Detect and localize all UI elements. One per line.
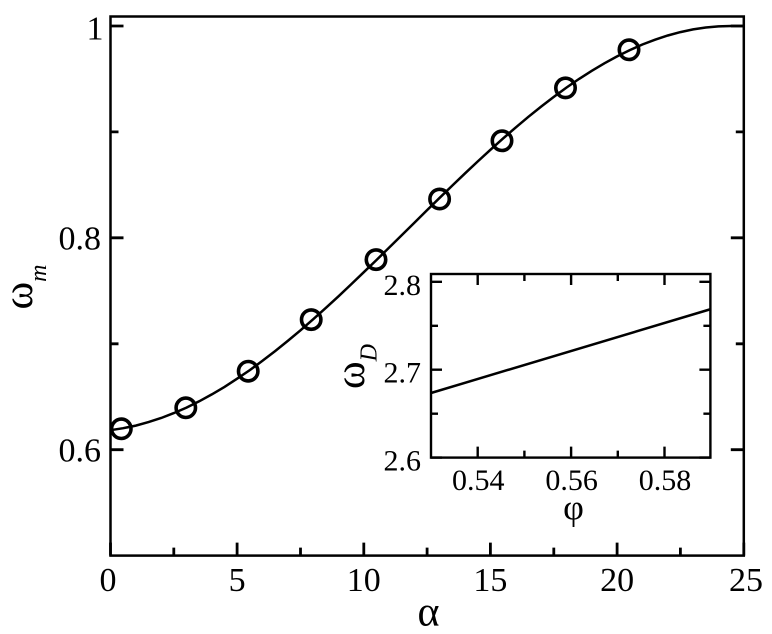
svg-text:0.58: 0.58: [639, 464, 692, 497]
svg-text:25: 25: [729, 562, 763, 599]
svg-text:0.54: 0.54: [452, 464, 505, 497]
svg-text:φ: φ: [563, 488, 584, 528]
svg-text:2.6: 2.6: [384, 445, 422, 478]
svg-text:5: 5: [229, 562, 246, 599]
svg-text:0: 0: [100, 562, 117, 599]
svg-text:0.6: 0.6: [59, 433, 102, 470]
svg-text:2.8: 2.8: [384, 269, 422, 302]
svg-text:20: 20: [600, 562, 634, 599]
svg-text:0.8: 0.8: [59, 221, 102, 258]
svg-text:15: 15: [473, 562, 507, 599]
svg-text:1: 1: [87, 11, 104, 48]
svg-text:2.7: 2.7: [384, 357, 422, 390]
svg-text:α: α: [417, 590, 439, 634]
svg-text:0.56: 0.56: [545, 464, 598, 497]
svg-text:10: 10: [347, 562, 381, 599]
